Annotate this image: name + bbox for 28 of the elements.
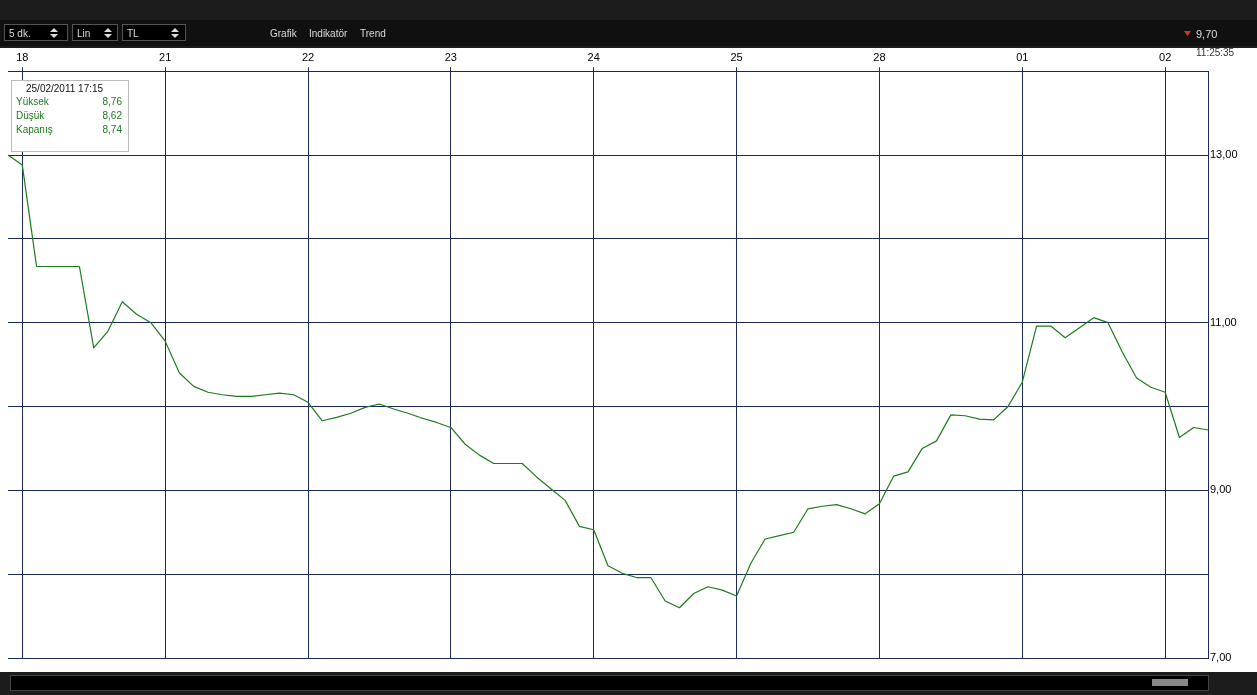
- annotation: Düşük: [16, 110, 45, 122]
- text: Grafik: [270, 28, 297, 40]
- x-tick-label: 01: [1016, 50, 1029, 63]
- x-tick-label: 18: [16, 50, 29, 63]
- y-tick-label: 7,00: [1210, 651, 1232, 664]
- x-tick-label: 02: [1159, 50, 1172, 63]
- x-tick-label: 25: [730, 50, 743, 63]
- text: Trend: [360, 28, 386, 40]
- annotation: 8,62: [102, 110, 122, 122]
- x-tick-label: 22: [301, 50, 315, 63]
- y-tick-label: 13,00: [1210, 148, 1238, 161]
- x-tick-label: 21: [159, 50, 172, 63]
- text: 5 dk.: [4, 24, 68, 41]
- text: 9,70: [1196, 28, 1218, 40]
- text: Lin: [72, 24, 118, 41]
- annotation: 8,76: [102, 96, 122, 108]
- text: TL: [122, 24, 186, 41]
- annotation: 25/02/2011 17:15: [26, 83, 104, 95]
- x-tick-label: 24: [587, 50, 600, 63]
- x-tick-label: 23: [444, 50, 457, 63]
- annotation: 8,74: [102, 124, 122, 136]
- y-tick-label: 9,00: [1210, 483, 1232, 496]
- x-tick-label: 28: [873, 50, 886, 63]
- annotation: Yüksek: [16, 96, 49, 108]
- text: Indikatör: [309, 28, 348, 40]
- text: 11:25:35: [1196, 47, 1235, 59]
- y-tick-label: 11,00: [1210, 315, 1237, 328]
- annotation: Kapanış: [16, 124, 53, 136]
